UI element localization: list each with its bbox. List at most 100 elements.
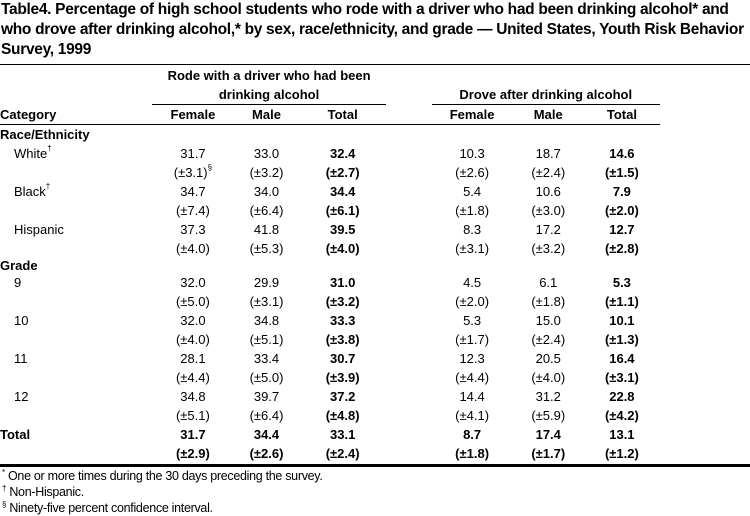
- row-label: 11: [14, 351, 28, 366]
- drove-value: 10.6: [535, 184, 561, 199]
- rode-value: 30.7: [330, 351, 356, 366]
- drove-value: 17.4: [535, 427, 561, 442]
- drove-ci: (±2.4): [531, 165, 566, 180]
- rode-value: 31.0: [330, 275, 356, 290]
- rode-value: 33.3: [330, 313, 356, 328]
- spacer: [386, 349, 432, 368]
- rode-ci: (±2.4): [325, 446, 360, 461]
- spacer: [386, 220, 432, 239]
- rode-ci: (±2.9): [175, 446, 210, 461]
- section-header-row: Grade: [0, 258, 660, 273]
- drove-value: 5.3: [463, 313, 482, 328]
- drove-ci: (±1.7): [455, 332, 490, 347]
- rode-value: 39.5: [330, 222, 356, 237]
- section-header: Race/Ethnicity: [0, 127, 90, 142]
- table-row: White† 31.7 33.0 32.4 10.3 18.7 14.6: [0, 144, 660, 163]
- rode-ci: (±7.4): [175, 203, 210, 218]
- drove-ci: (±4.0): [531, 370, 566, 385]
- rode-ci: (±6.4): [249, 203, 284, 218]
- spacer: [386, 425, 432, 444]
- drove-value: 12.3: [459, 351, 485, 366]
- rode-ci: (±5.1): [175, 408, 210, 423]
- rode-value: 33.4: [253, 351, 280, 366]
- rode-value: 28.1: [180, 351, 206, 366]
- rode-ci: (±3.1)§: [173, 163, 213, 180]
- rode-ci: (±5.0): [175, 294, 210, 309]
- drove-value: 7.9: [612, 184, 631, 199]
- footnote: § Ninety-five percent confidence interva…: [2, 500, 213, 516]
- spacer: [386, 406, 432, 425]
- rode-value: 34.0: [253, 184, 280, 199]
- drove-ci: (±4.2): [604, 408, 639, 423]
- spacer: [386, 201, 432, 220]
- row-label: 9: [14, 275, 22, 290]
- drove-ci: (±3.1): [604, 370, 639, 385]
- rode-ci: (±3.1): [249, 294, 284, 309]
- rode-ci: (±5.3): [249, 241, 284, 256]
- footnote-mark: *: [2, 468, 5, 477]
- table-row: 12 34.8 39.7 37.2 14.4 31.2 22.8: [0, 387, 660, 406]
- drove-ci: (±2.0): [455, 294, 490, 309]
- drove-ci: (±5.9): [531, 408, 566, 423]
- drove-ci: (±1.5): [604, 165, 639, 180]
- drove-value: 22.8: [609, 389, 635, 404]
- col-header-rode-male: Male: [252, 107, 281, 122]
- drove-value: 4.5: [463, 275, 482, 290]
- rode-ci: (±4.0): [175, 241, 210, 256]
- footnote-mark: †: [45, 182, 51, 191]
- footnote-mark: †: [2, 484, 7, 493]
- table-row-ci: (±5.1) (±6.4) (±4.8) (±4.1) (±5.9) (±4.2): [0, 406, 660, 425]
- footnote-mark: §: [2, 500, 7, 509]
- row-label-empty: [0, 163, 152, 182]
- rode-value: 33.1: [330, 427, 356, 442]
- rode-value: 32.0: [180, 313, 206, 328]
- row-label: 10: [14, 313, 29, 328]
- rode-ci: (±3.2): [325, 294, 360, 309]
- table-row-ci: (±4.0) (±5.3) (±4.0) (±3.1) (±3.2) (±2.8): [0, 239, 660, 258]
- rode-ci: (±5.1): [249, 332, 284, 347]
- drove-ci: (±3.2): [531, 241, 566, 256]
- drove-value: 14.4: [459, 389, 485, 404]
- drove-ci: (±3.1): [455, 241, 490, 256]
- rode-value: 34.7: [180, 184, 206, 199]
- spacer: [386, 311, 432, 330]
- row-label: 12: [14, 389, 29, 404]
- table-row-ci: (±5.0) (±3.1) (±3.2) (±2.0) (±1.8) (±1.1): [0, 292, 660, 311]
- spacer: [386, 163, 432, 182]
- rode-group-header-line1: Rode with a driver who had been: [167, 68, 371, 83]
- footnote-mark: §: [207, 163, 213, 172]
- table-title: Table4. Percentage of high school studen…: [1, 1, 744, 58]
- table-row-ci: (±4.4) (±5.0) (±3.9) (±4.4) (±4.0) (±3.1): [0, 368, 660, 387]
- row-label: Black†: [14, 182, 51, 199]
- row-label-empty: [0, 201, 152, 220]
- drove-value: 12.7: [609, 222, 635, 237]
- rode-value: 32.0: [180, 275, 206, 290]
- data-table: Rode with a driver who had been drinking…: [0, 66, 660, 463]
- row-label-empty: [0, 239, 152, 258]
- spacer: [386, 444, 432, 463]
- table-row: Black† 34.7 34.0 34.4 5.4 10.6 7.9: [0, 182, 660, 201]
- spacer: [386, 292, 432, 311]
- rode-value: 41.8: [253, 222, 280, 237]
- rode-value: 34.8: [180, 389, 206, 404]
- spacer: [386, 273, 432, 292]
- footnote-text: One or more times during the 30 days pre…: [4, 469, 323, 483]
- drove-ci: (±4.1): [455, 408, 490, 423]
- row-label-empty: [0, 292, 152, 311]
- col-header-drove-male: Male: [533, 107, 563, 122]
- rode-value: 37.2: [330, 389, 356, 404]
- table-row-ci: (±7.4) (±6.4) (±6.1) (±1.8) (±3.0) (±2.0): [0, 201, 660, 220]
- spacer: [386, 387, 432, 406]
- rode-ci: (±4.0): [175, 332, 210, 347]
- rode-value: 29.9: [253, 275, 280, 290]
- spacer: [386, 330, 432, 349]
- drove-value: 10.3: [459, 146, 485, 161]
- drove-value: 5.3: [612, 275, 631, 290]
- drove-value: 18.7: [535, 146, 561, 161]
- table-body: Race/Ethnicity White† 31.7 33.0 32.4 10.3 18.7…: [0, 125, 660, 464]
- row-label-empty: [0, 444, 152, 463]
- footnote-mark: †: [47, 144, 52, 153]
- drove-ci: (±1.1): [604, 294, 639, 309]
- spacer: [386, 239, 432, 258]
